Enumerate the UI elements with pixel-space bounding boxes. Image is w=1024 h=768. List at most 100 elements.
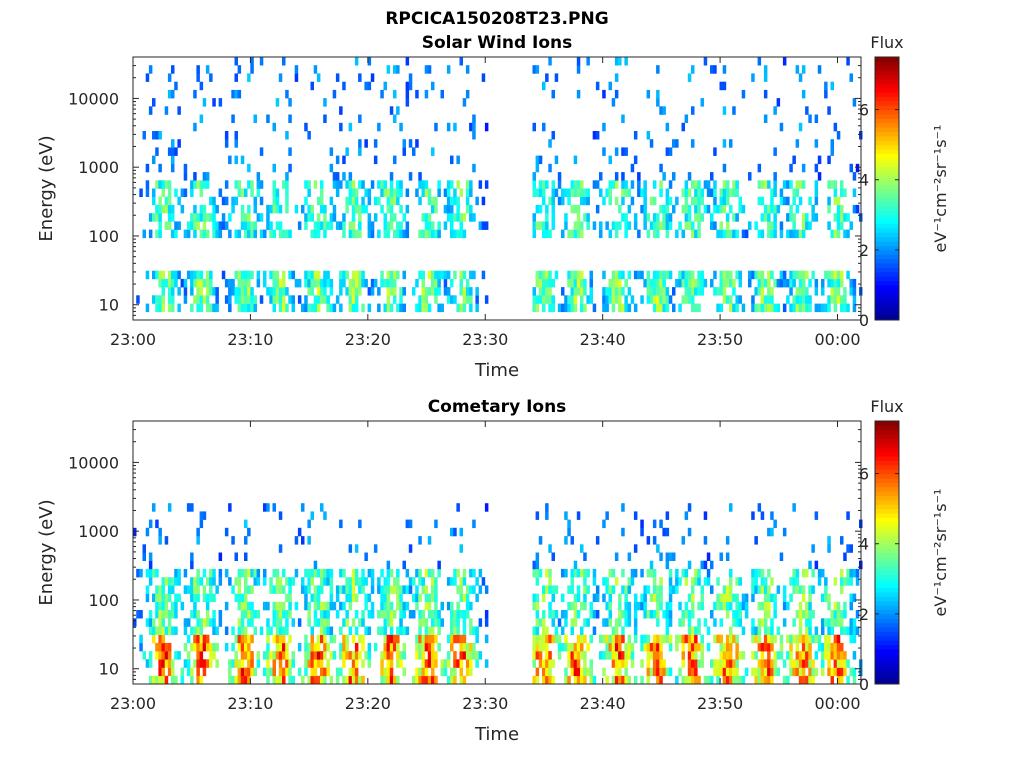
heatmap-cell: [779, 270, 784, 280]
colorbar-swatch: [875, 635, 899, 641]
heatmap-cell: [681, 295, 685, 304]
heatmap-cell: [678, 601, 682, 611]
heatmap-cell: [621, 213, 625, 222]
heatmap-cell: [361, 585, 365, 594]
heatmap-cell: [811, 659, 815, 668]
heatmap-cell: [808, 601, 812, 611]
heatmap-cell: [782, 593, 787, 603]
heatmap-cell: [827, 295, 831, 304]
heatmap-cell: [608, 81, 612, 91]
heatmap-cell: [691, 65, 695, 74]
heatmap-cell: [817, 65, 822, 74]
heatmap-cell: [424, 287, 429, 296]
heatmap-cell: [275, 618, 280, 627]
heatmap-cell: [399, 303, 403, 313]
heatmap-cell: [633, 675, 638, 685]
heatmap-cell: [266, 667, 270, 677]
heatmap-cell: [386, 278, 391, 288]
heatmap-cell: [443, 270, 448, 280]
heatmap-cell: [294, 204, 299, 214]
heatmap-cell: [710, 610, 714, 619]
heatmap-cell: [824, 634, 828, 644]
heatmap-cell: [250, 65, 254, 74]
heatmap-cell: [408, 585, 413, 594]
heatmap-cell: [741, 593, 746, 603]
colorbar-swatch: [875, 315, 899, 321]
heatmap-cell: [729, 303, 733, 313]
heatmap-cell: [801, 180, 806, 189]
heatmap-cell: [342, 651, 346, 660]
heatmap-cell: [656, 221, 660, 230]
heatmap-cell: [272, 675, 276, 685]
heatmap-cell: [561, 287, 565, 296]
heatmap-cell: [662, 527, 666, 537]
heatmap-cell: [202, 221, 207, 230]
heatmap-cell: [554, 626, 559, 635]
heatmap-cell: [224, 278, 229, 288]
heatmap-cell: [767, 180, 771, 189]
heatmap-cell: [158, 213, 162, 222]
heatmap-cell: [358, 270, 362, 280]
heatmap-cell: [310, 204, 314, 214]
heatmap-cell: [710, 560, 714, 570]
heatmap-cell: [821, 642, 825, 652]
heatmap-cell: [691, 634, 695, 644]
heatmap-cell: [735, 593, 739, 603]
heatmap-cell: [278, 675, 283, 685]
heatmap-cell: [278, 73, 283, 82]
heatmap-cell: [370, 73, 375, 82]
heatmap-cell: [725, 642, 730, 652]
heatmap-cell: [326, 642, 330, 652]
heatmap-cell: [469, 642, 473, 652]
heatmap-cell: [770, 593, 774, 603]
heatmap-cell: [659, 552, 663, 561]
heatmap-cell: [139, 188, 143, 197]
heatmap-cell: [152, 270, 156, 280]
heatmap-cell: [345, 593, 349, 603]
heatmap-cell: [713, 147, 717, 156]
heatmap-cell: [278, 634, 283, 644]
heatmap-cell: [247, 659, 251, 668]
heatmap-cell: [351, 577, 356, 586]
heatmap-cell: [652, 593, 657, 603]
heatmap-cell: [608, 188, 612, 197]
heatmap-cell: [827, 593, 831, 603]
heatmap-cell: [215, 642, 219, 652]
heatmap-cell: [545, 651, 549, 660]
heatmap-cell: [164, 278, 169, 288]
heatmap-cell: [250, 651, 254, 660]
heatmap-cell: [659, 180, 663, 189]
heatmap-cell: [358, 204, 362, 214]
heatmap-cell: [624, 57, 628, 66]
heatmap-cell: [716, 675, 720, 685]
heatmap-cell: [155, 642, 159, 652]
heatmap-cell: [393, 89, 397, 99]
heatmap-cell: [576, 642, 581, 652]
heatmap-cell: [484, 610, 489, 619]
heatmap-cell: [713, 196, 717, 206]
heatmap-cell: [443, 659, 448, 668]
heatmap-cell: [789, 651, 793, 660]
heatmap-cell: [332, 601, 337, 611]
colorbar-swatch: [875, 434, 899, 440]
heatmap-cell: [266, 634, 270, 644]
heatmap-cell: [145, 659, 150, 668]
heatmap-cell: [453, 659, 457, 668]
heatmap-cell: [614, 675, 619, 685]
heatmap-cell: [535, 270, 540, 280]
heatmap-cell: [389, 196, 394, 206]
colorbar-swatch: [875, 548, 899, 553]
heatmap-cell: [459, 188, 463, 197]
heatmap-cell: [424, 180, 429, 189]
heatmap-cell: [393, 675, 397, 685]
heatmap-cell: [710, 278, 714, 288]
plot-area: [133, 421, 861, 684]
heatmap-cell: [171, 139, 175, 148]
heatmap-cell: [805, 568, 809, 578]
heatmap-cell: [237, 270, 242, 280]
heatmap-cell: [339, 568, 343, 578]
heatmap-cell: [186, 229, 191, 239]
heatmap-cell: [589, 667, 593, 677]
heatmap-cell: [846, 675, 850, 685]
heatmap-cell: [421, 642, 425, 652]
